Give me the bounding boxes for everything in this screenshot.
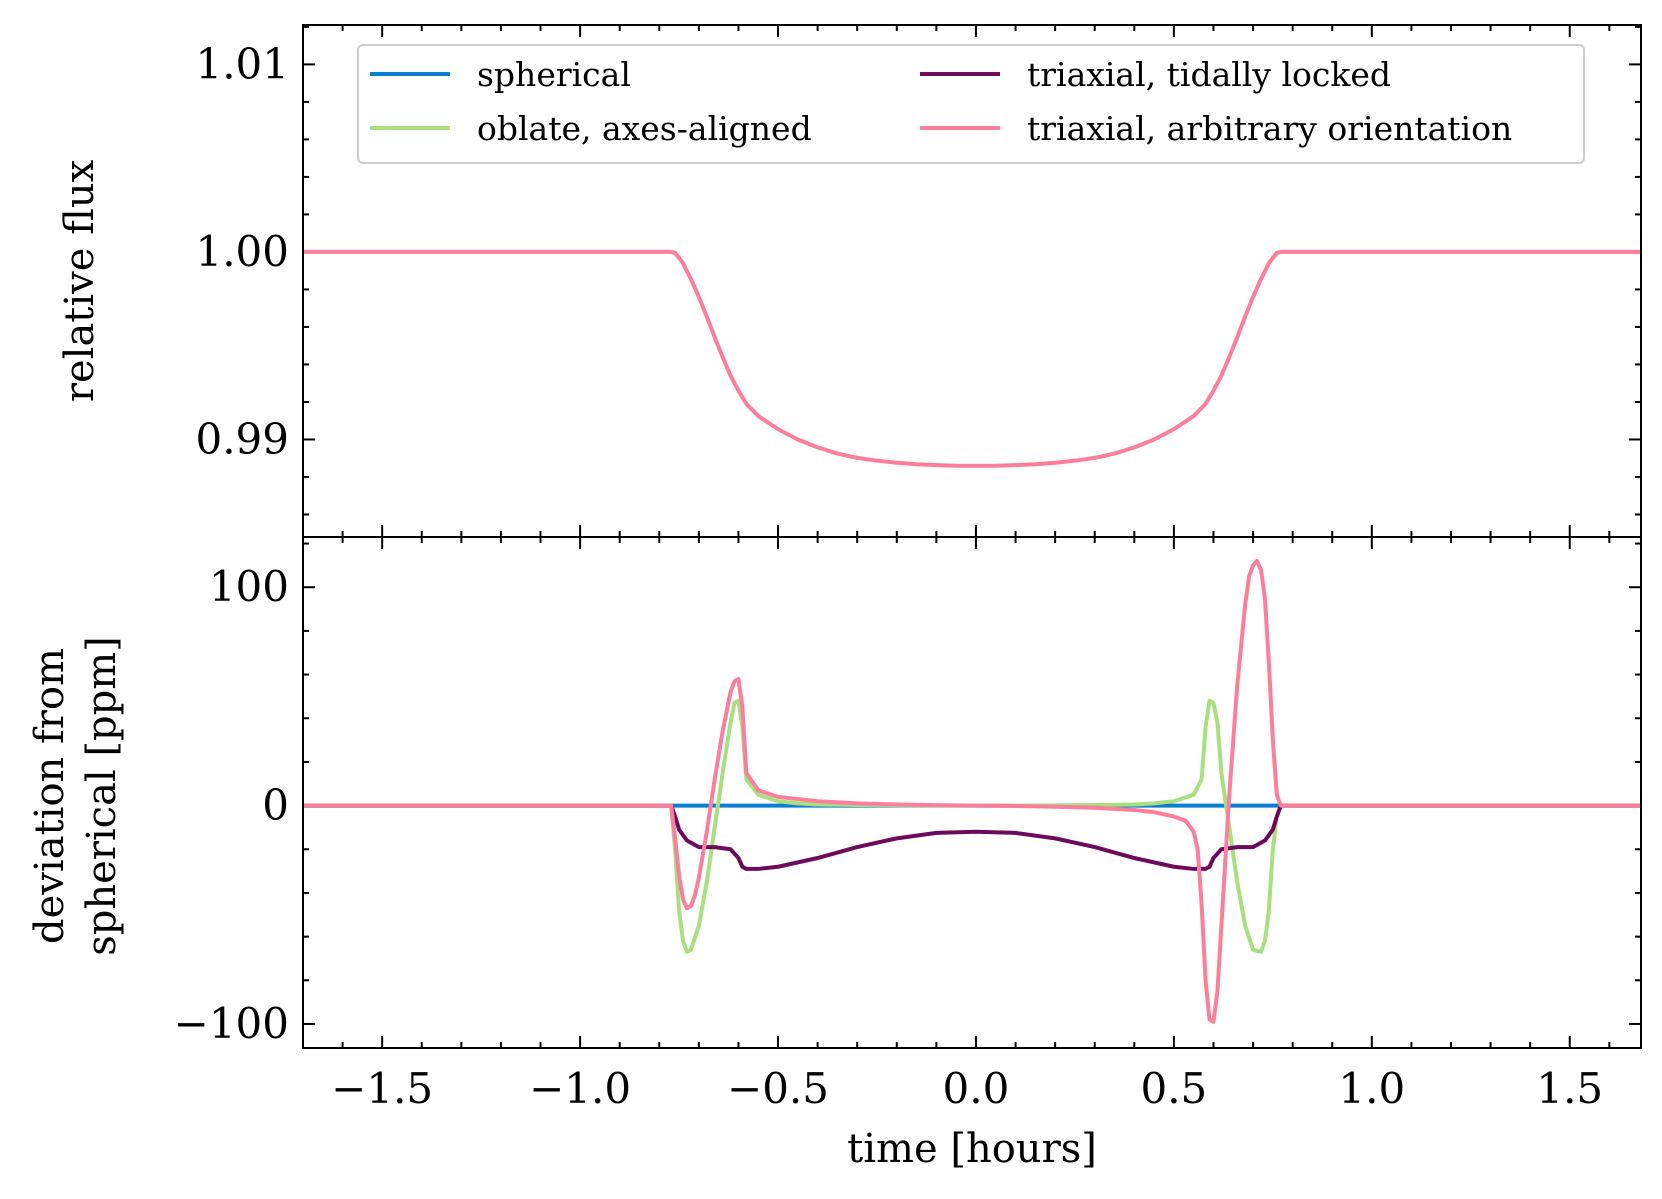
series-line-transit: [303, 249, 1641, 468]
flux-panel-ylabel: relative flux: [57, 159, 103, 402]
flux-panel-y-tick-labels: 0.99 1.00 1.01: [195, 39, 289, 463]
x-axis-label: time [hours]: [847, 1126, 1097, 1172]
deviation-panel-frame: [302, 536, 1642, 1049]
x-tick-label: 0.5: [1140, 1064, 1207, 1113]
legend-box: [357, 44, 1585, 164]
x-tick-label: −1.0: [529, 1064, 631, 1113]
y-tick-label: 1.01: [195, 39, 289, 88]
y-tick-label: 0.99: [195, 414, 289, 463]
x-tick-label: −0.5: [727, 1064, 829, 1113]
x-tick-label: −1.5: [331, 1064, 433, 1113]
legend-label: triaxial, tidally locked: [1027, 55, 1391, 94]
y-tick-label: 0: [262, 781, 289, 830]
y-tick-label: 100: [209, 562, 289, 611]
legend: spherical oblate, axes-aligned triaxial,…: [357, 44, 1585, 164]
legend-entry-tidally-locked: triaxial, tidally locked: [920, 55, 1391, 94]
series-line-triaxial-tidally-locked: [303, 803, 1641, 871]
legend-label: oblate, axes-aligned: [477, 109, 812, 148]
deviation-panel-ylabel-line1: deviation from: [27, 648, 73, 944]
x-tick-labels: −1.5 −1.0 −0.5 0.0 0.5 1.0 1.5: [331, 1064, 1603, 1113]
deviation-panel-y-tick-labels: −100 0 100: [174, 562, 289, 1048]
legend-entry-spherical: spherical: [370, 55, 631, 94]
series-line-triaxial-arbitrary-orientation: [303, 559, 1641, 1024]
flux-panel: 0.99 1.00 1.01 relative flux: [57, 24, 1642, 538]
deviation-panel-series: [303, 559, 1641, 1024]
y-tick-label: −100: [174, 999, 289, 1048]
x-tick-label: 0.0: [943, 1064, 1010, 1113]
legend-label: spherical: [477, 55, 631, 94]
legend-entry-oblate: oblate, axes-aligned: [370, 109, 812, 148]
legend-entry-arbitrary: triaxial, arbitrary orientation: [920, 109, 1512, 148]
x-tick-label: 1.5: [1536, 1064, 1603, 1113]
flux-panel-series: [303, 249, 1641, 468]
deviation-panel: −100 0 100 −1.5 −1.0 −0.5 0.0 0.5 1.0 1.5 deviat…: [27, 536, 1642, 1172]
legend-label: triaxial, arbitrary orientation: [1027, 109, 1512, 148]
y-tick-label: 1.00: [195, 227, 289, 276]
x-tick-label: 1.0: [1338, 1064, 1405, 1113]
deviation-panel-ylabel-line2: spherical [ppm]: [79, 636, 125, 956]
